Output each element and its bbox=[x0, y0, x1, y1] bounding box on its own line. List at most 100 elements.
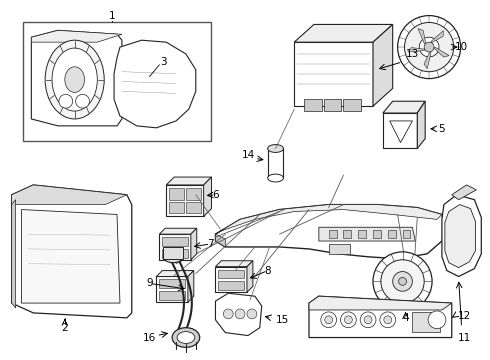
Polygon shape bbox=[442, 195, 481, 276]
Circle shape bbox=[384, 316, 392, 324]
Bar bbox=[413, 312, 440, 332]
Text: 5: 5 bbox=[439, 124, 445, 134]
Polygon shape bbox=[417, 101, 425, 148]
Ellipse shape bbox=[268, 145, 283, 152]
Polygon shape bbox=[114, 40, 196, 128]
Circle shape bbox=[405, 22, 454, 72]
Ellipse shape bbox=[268, 174, 283, 182]
Ellipse shape bbox=[177, 332, 195, 343]
Polygon shape bbox=[216, 267, 247, 292]
Bar bbox=[268, 148, 283, 178]
Polygon shape bbox=[204, 177, 212, 216]
Text: 14: 14 bbox=[242, 150, 255, 161]
Ellipse shape bbox=[65, 67, 84, 93]
Polygon shape bbox=[424, 52, 431, 69]
Text: 2: 2 bbox=[62, 323, 68, 333]
Polygon shape bbox=[319, 227, 416, 241]
Ellipse shape bbox=[52, 48, 98, 111]
Circle shape bbox=[364, 316, 372, 324]
Circle shape bbox=[247, 309, 257, 319]
Polygon shape bbox=[12, 185, 132, 318]
Polygon shape bbox=[166, 177, 212, 185]
Bar bbox=[169, 202, 184, 213]
Circle shape bbox=[380, 312, 395, 328]
Polygon shape bbox=[12, 185, 127, 204]
Polygon shape bbox=[216, 261, 253, 267]
Circle shape bbox=[325, 316, 333, 324]
Polygon shape bbox=[373, 24, 392, 106]
Circle shape bbox=[428, 311, 446, 329]
Polygon shape bbox=[22, 210, 120, 303]
Polygon shape bbox=[431, 31, 443, 43]
Circle shape bbox=[75, 94, 90, 108]
Bar bbox=[24, 22, 211, 141]
Circle shape bbox=[341, 312, 356, 328]
Circle shape bbox=[419, 37, 439, 57]
Circle shape bbox=[398, 278, 407, 285]
Text: 7: 7 bbox=[207, 239, 214, 249]
Polygon shape bbox=[309, 296, 452, 310]
Bar bbox=[169, 188, 184, 200]
Ellipse shape bbox=[163, 251, 183, 263]
Polygon shape bbox=[216, 293, 262, 336]
Polygon shape bbox=[294, 42, 373, 106]
Circle shape bbox=[373, 252, 432, 311]
Polygon shape bbox=[247, 261, 253, 292]
Polygon shape bbox=[383, 113, 417, 148]
Polygon shape bbox=[191, 228, 197, 260]
Bar bbox=[219, 270, 244, 278]
Bar bbox=[343, 99, 361, 111]
Text: 12: 12 bbox=[458, 311, 471, 321]
Ellipse shape bbox=[45, 40, 104, 119]
Text: 10: 10 bbox=[455, 42, 468, 52]
Polygon shape bbox=[159, 234, 191, 260]
Bar bbox=[186, 188, 201, 200]
Polygon shape bbox=[383, 101, 425, 113]
Polygon shape bbox=[156, 271, 194, 276]
Circle shape bbox=[344, 316, 352, 324]
Polygon shape bbox=[31, 30, 122, 42]
Polygon shape bbox=[12, 200, 16, 308]
Text: 13: 13 bbox=[406, 49, 419, 59]
Bar bbox=[186, 202, 201, 213]
Circle shape bbox=[392, 271, 413, 291]
Ellipse shape bbox=[172, 328, 200, 347]
Bar bbox=[159, 291, 185, 300]
Circle shape bbox=[59, 94, 73, 108]
Bar bbox=[159, 279, 185, 288]
Polygon shape bbox=[216, 234, 225, 247]
Text: 15: 15 bbox=[276, 315, 289, 325]
Polygon shape bbox=[418, 28, 426, 44]
Polygon shape bbox=[216, 204, 442, 234]
Polygon shape bbox=[309, 296, 452, 338]
Circle shape bbox=[381, 260, 424, 303]
Bar bbox=[304, 99, 322, 111]
Text: 16: 16 bbox=[143, 333, 156, 342]
Bar bbox=[162, 249, 188, 258]
Polygon shape bbox=[216, 204, 445, 259]
Bar bbox=[324, 99, 342, 111]
Polygon shape bbox=[159, 228, 197, 234]
Text: 4: 4 bbox=[402, 313, 409, 323]
Text: 6: 6 bbox=[212, 190, 219, 200]
Bar bbox=[358, 230, 366, 238]
Text: 8: 8 bbox=[264, 266, 271, 276]
Polygon shape bbox=[188, 271, 194, 302]
Polygon shape bbox=[434, 47, 449, 57]
Polygon shape bbox=[294, 24, 392, 42]
Text: 3: 3 bbox=[160, 57, 167, 67]
Polygon shape bbox=[408, 48, 425, 52]
Polygon shape bbox=[452, 185, 476, 200]
Bar bbox=[163, 247, 183, 259]
Bar bbox=[402, 230, 411, 238]
Bar bbox=[219, 282, 244, 290]
Circle shape bbox=[235, 309, 245, 319]
Polygon shape bbox=[156, 276, 188, 302]
Text: 9: 9 bbox=[146, 278, 153, 288]
Circle shape bbox=[321, 312, 337, 328]
Circle shape bbox=[397, 15, 461, 78]
Text: 11: 11 bbox=[458, 333, 471, 342]
Bar bbox=[329, 230, 337, 238]
Circle shape bbox=[360, 312, 376, 328]
Bar bbox=[343, 230, 351, 238]
